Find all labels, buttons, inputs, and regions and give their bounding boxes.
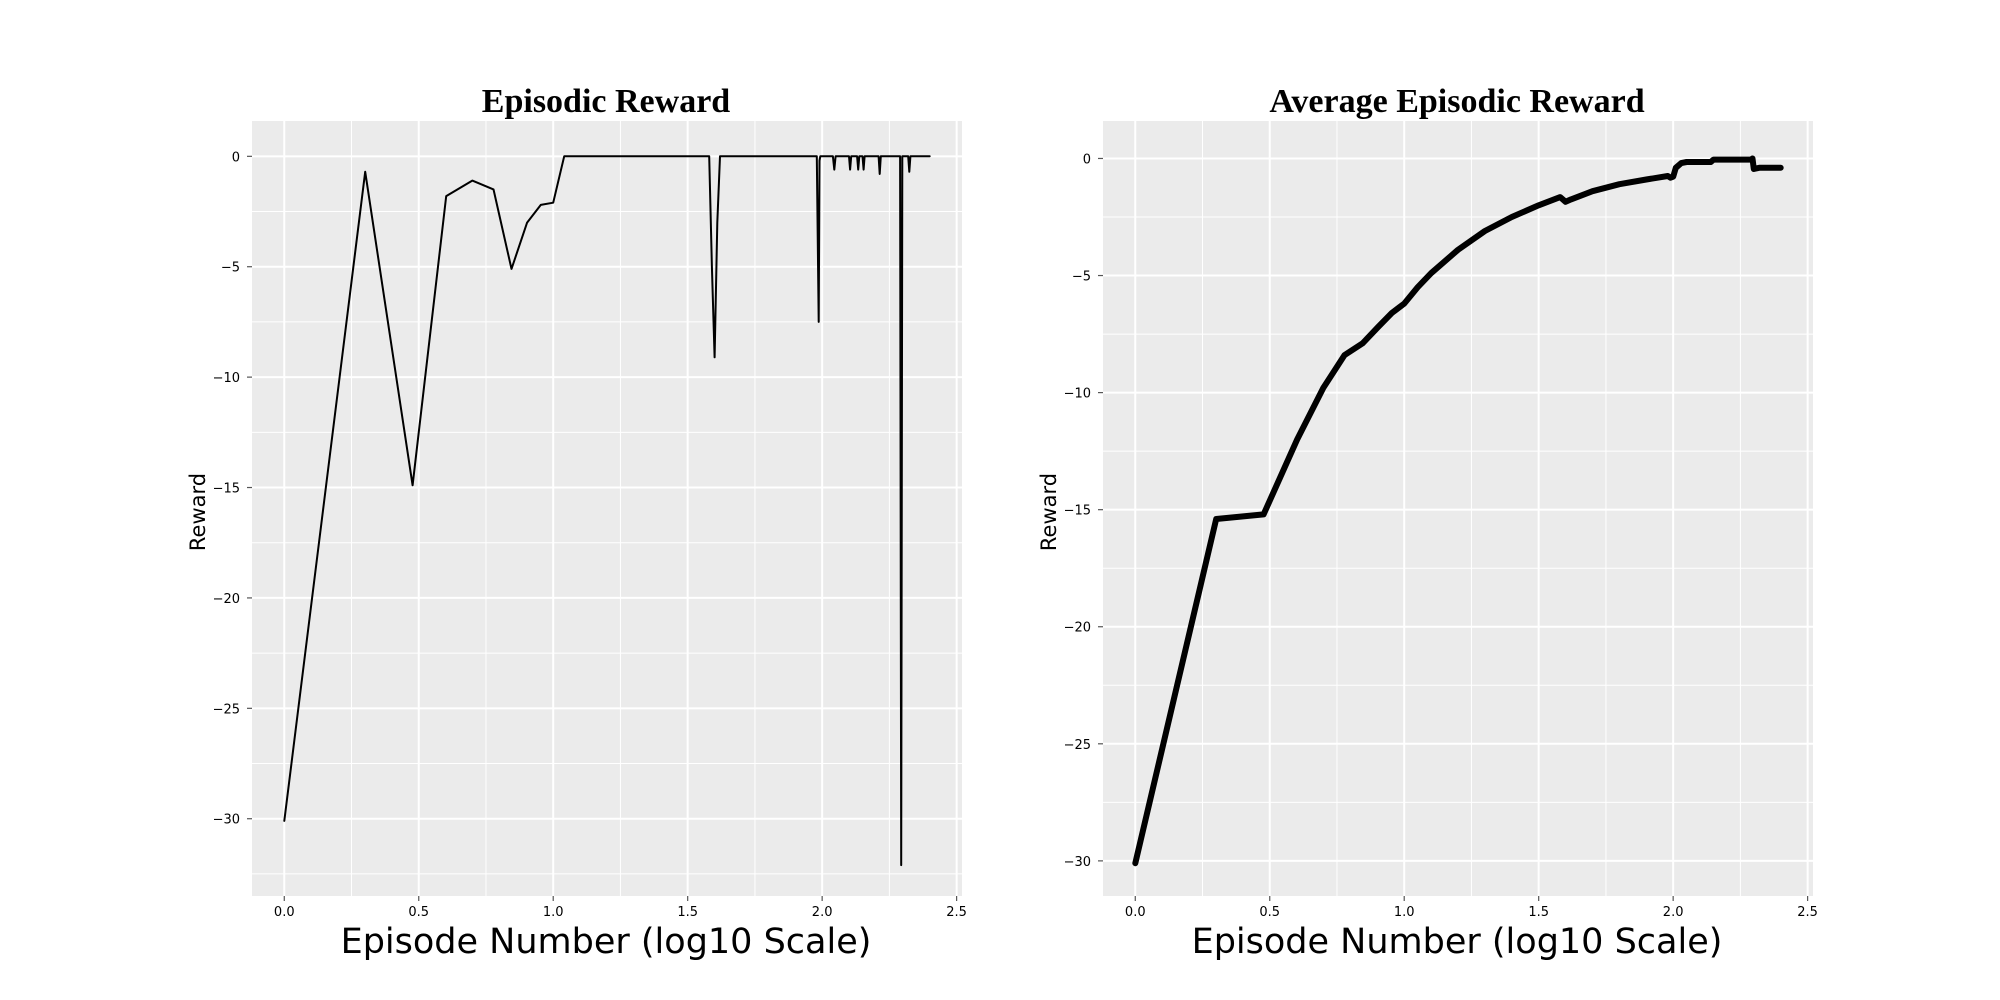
y-tick-label: −5 <box>221 261 240 276</box>
y-tick-label: −20 <box>1064 621 1091 636</box>
series-line <box>1132 155 1784 867</box>
y-tick-label: −30 <box>1064 855 1091 870</box>
y-tick-label: −30 <box>213 813 240 828</box>
y-tick-label: −15 <box>213 482 240 497</box>
chart-title: Episodic Reward <box>482 83 731 120</box>
x-tick-label: 1.0 <box>1394 905 1415 920</box>
tick-labels: 0.0 0.5 1.0 1.5 2.0 2.5 0 −5 −10 −15 −20 −25 −30 <box>1064 152 1818 920</box>
chart-title: Average Episodic Reward <box>1269 83 1644 120</box>
y-tick-label: −10 <box>213 371 240 386</box>
y-tick-label: −25 <box>1064 738 1091 753</box>
x-tick-label: 2.0 <box>1663 905 1684 920</box>
y-tick-label: −25 <box>213 702 240 717</box>
plot-area <box>1103 121 1813 896</box>
x-tick-label: 2.5 <box>1797 905 1818 920</box>
y-tick-label: −15 <box>1064 504 1091 519</box>
left-chart: Episodic Reward 0.0 0.5 1.0 1.5 2.0 2.5 0 −5 −10… <box>186 83 967 962</box>
x-axis-label: Episode Number (log10 Scale) <box>341 922 872 962</box>
y-axis-label: Reward <box>1037 473 1061 551</box>
y-tick-label: −20 <box>213 592 240 607</box>
gridlines <box>1103 121 1813 896</box>
y-tick-label: −10 <box>1064 387 1091 402</box>
x-tick-label: 2.5 <box>946 905 967 920</box>
y-tick-label: 0 <box>232 150 240 165</box>
y-tick-label: 0 <box>1083 152 1091 167</box>
series-line <box>283 155 931 867</box>
y-axis-label: Reward <box>186 473 210 551</box>
x-tick-label: 0.5 <box>1259 905 1280 920</box>
x-axis-label: Episode Number (log10 Scale) <box>1192 922 1723 962</box>
data-marks <box>1132 155 1784 867</box>
x-tick-label: 1.5 <box>677 905 698 920</box>
x-tick-label: 2.0 <box>812 905 833 920</box>
x-tick-label: 0.5 <box>408 905 429 920</box>
y-tick-label: −5 <box>1072 270 1091 285</box>
x-tick-label: 1.5 <box>1528 905 1549 920</box>
x-tick-label: 0.0 <box>1125 905 1146 920</box>
x-tick-label: 1.0 <box>543 905 564 920</box>
data-marks <box>283 155 931 867</box>
right-chart: Average Episodic Reward 0.0 0.5 1.0 1.5 2.0 2… <box>1037 83 1818 962</box>
x-tick-label: 0.0 <box>274 905 295 920</box>
tick-labels: 0.0 0.5 1.0 1.5 2.0 2.5 0 −5 −10 −15 −20 −25 −30 <box>213 150 967 920</box>
plot-area <box>252 121 962 896</box>
